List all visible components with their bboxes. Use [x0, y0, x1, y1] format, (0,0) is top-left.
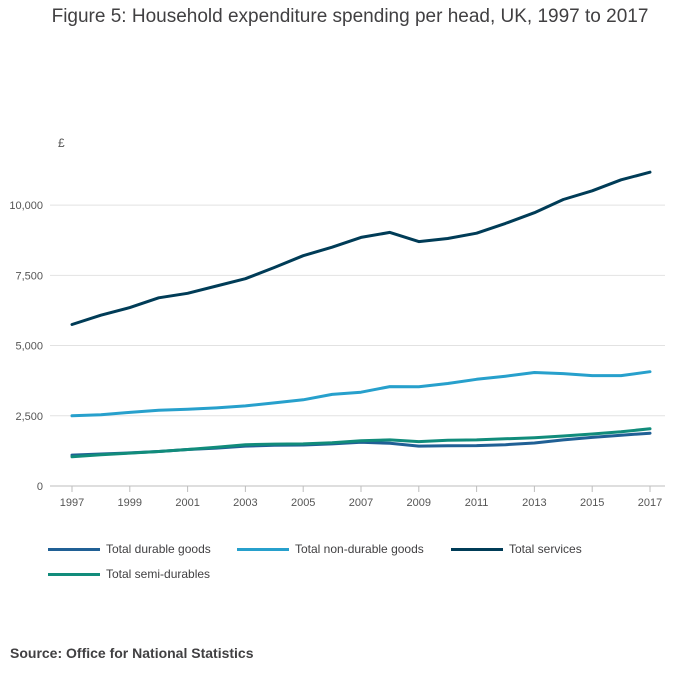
- source-note: Source: Office for National Statistics: [10, 645, 254, 661]
- series-line-total-non-durable-goods: [70, 370, 652, 418]
- legend-swatch: [237, 547, 289, 551]
- legend-label: Total services: [509, 542, 582, 556]
- legend-swatch: [48, 572, 100, 576]
- series-lines: [70, 170, 652, 459]
- series-line-total-services: [70, 170, 652, 326]
- legend-swatch: [48, 547, 100, 551]
- line-chart: 0 2,500 5,000 7,500 10,000 1997 1999 2001 2003 2…: [9, 136, 665, 509]
- x-tick-label: 2015: [580, 497, 604, 509]
- y-tick-label: 2,500: [15, 411, 43, 423]
- y-tick-label: 10,000: [9, 200, 43, 212]
- legend-item: Total semi-durables: [48, 565, 210, 583]
- x-tick-label: 2013: [522, 497, 546, 509]
- gridlines: [50, 204, 665, 487]
- legend-swatch: [451, 547, 503, 551]
- y-tick-label: 7,500: [15, 270, 43, 282]
- x-tick-label: 2009: [407, 497, 431, 509]
- x-axis: 1997 1999 2001 2003 2005 2007 2009 2011 2013 2015…: [60, 486, 662, 509]
- y-axis-unit-label: £: [58, 136, 65, 150]
- series-line-total-semi-durables: [70, 427, 652, 459]
- x-tick-label: 2017: [638, 497, 662, 509]
- chart-title: Figure 5: Household expenditure spending…: [51, 6, 649, 27]
- x-tick-label: 2011: [465, 497, 489, 509]
- legend-label: Total non-durable goods: [295, 542, 424, 556]
- x-tick-label: 1999: [118, 497, 142, 509]
- legend-item: Total non-durable goods: [237, 540, 424, 558]
- x-tick-label: 2007: [349, 497, 373, 509]
- legend-label: Total durable goods: [106, 542, 211, 556]
- x-tick-label: 2005: [291, 497, 315, 509]
- x-tick-label: 2001: [175, 497, 199, 509]
- y-tick-label: 5,000: [15, 341, 43, 353]
- legend-label: Total semi-durables: [106, 567, 211, 581]
- y-axis: 0 2,500 5,000 7,500 10,000: [9, 200, 43, 493]
- legend-item: Total services: [451, 540, 582, 558]
- x-tick-label: 2003: [233, 497, 257, 509]
- y-tick-label: 0: [37, 481, 43, 493]
- legend-item: Total durable goods: [48, 540, 211, 558]
- x-tick-label: 1997: [60, 497, 84, 509]
